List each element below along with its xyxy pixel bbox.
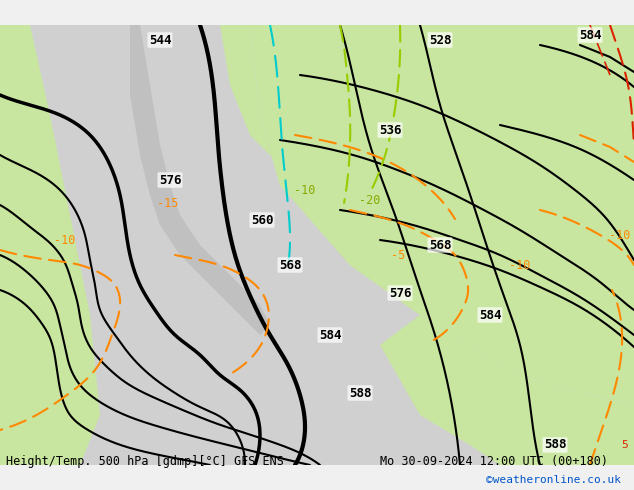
Text: 584: 584 bbox=[579, 28, 601, 42]
Text: 588: 588 bbox=[544, 439, 566, 451]
Text: 576: 576 bbox=[389, 287, 411, 299]
Text: -10: -10 bbox=[55, 234, 75, 246]
Text: ©weatheronline.co.uk: ©weatheronline.co.uk bbox=[486, 475, 621, 485]
Text: 568: 568 bbox=[429, 239, 451, 251]
Polygon shape bbox=[380, 315, 634, 465]
Text: Mo 30-09-2024 12:00 UTC (00+180): Mo 30-09-2024 12:00 UTC (00+180) bbox=[380, 455, 609, 468]
Text: 576: 576 bbox=[158, 173, 181, 187]
Text: -10: -10 bbox=[294, 183, 316, 196]
Text: -5: -5 bbox=[391, 248, 405, 262]
Text: 544: 544 bbox=[149, 33, 171, 47]
Text: -10: -10 bbox=[609, 228, 631, 242]
Text: -20: -20 bbox=[359, 194, 380, 206]
Text: -15: -15 bbox=[157, 196, 179, 210]
Text: Height/Temp. 500 hPa [gdmp][°C] GFS ENS: Height/Temp. 500 hPa [gdmp][°C] GFS ENS bbox=[6, 455, 284, 468]
Text: 560: 560 bbox=[251, 214, 273, 226]
Polygon shape bbox=[220, 25, 420, 315]
Polygon shape bbox=[0, 25, 100, 465]
Polygon shape bbox=[130, 25, 270, 335]
Text: 584: 584 bbox=[319, 328, 341, 342]
Text: 584: 584 bbox=[479, 309, 501, 321]
Text: 536: 536 bbox=[378, 123, 401, 137]
Text: 5: 5 bbox=[621, 440, 628, 450]
Text: 528: 528 bbox=[429, 33, 451, 47]
Text: 588: 588 bbox=[349, 387, 372, 399]
Text: -10: -10 bbox=[509, 259, 531, 271]
Polygon shape bbox=[250, 25, 634, 405]
Text: 568: 568 bbox=[279, 259, 301, 271]
